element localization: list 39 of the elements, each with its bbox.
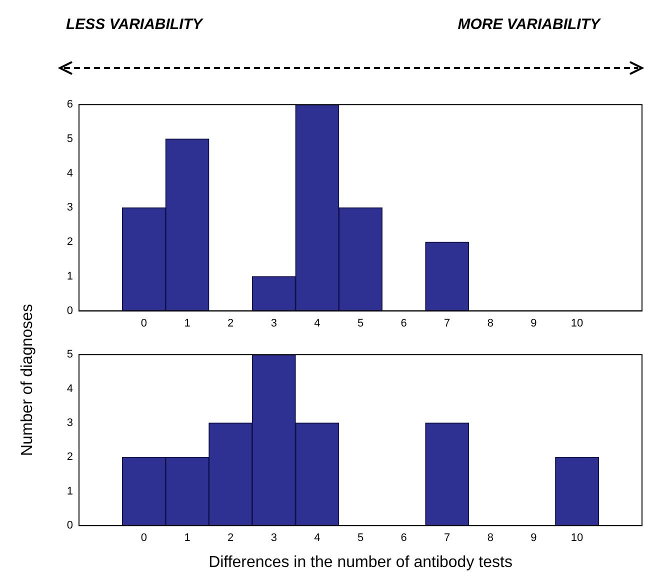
x-tick-label: 9 (530, 317, 537, 330)
x-tick-label: 10 (570, 532, 584, 544)
x-tick-label: 7 (444, 532, 450, 544)
x-tick-label: 4 (314, 532, 320, 544)
y-tick-label: 2 (66, 451, 73, 464)
y-tick-label: 5 (66, 133, 73, 145)
x-tick-label: 3 (270, 317, 277, 330)
x-tick-label: 9 (530, 532, 537, 544)
y-tick-label: 1 (66, 485, 73, 498)
x-tick-label: 2 (228, 317, 234, 330)
x-tick-label: 8 (487, 317, 494, 330)
x-tick-label: 3 (270, 532, 277, 544)
x-tick-label: 8 (487, 532, 494, 544)
x-tick-label: 6 (400, 317, 407, 330)
y-tick-label: 0 (66, 304, 73, 317)
y-tick-label: 2 (66, 236, 73, 248)
x-tick-label: 10 (570, 317, 584, 330)
x-tick-label: 4 (314, 317, 320, 330)
x-axis-title: Differences in the number of antibody tests (208, 554, 512, 571)
x-tick-label: 5 (357, 532, 364, 544)
text: LESS VARIABILITY (66, 16, 202, 33)
y-tick-label: 4 (66, 167, 73, 180)
y-axis-title: Number of diagnoses (19, 304, 37, 456)
y-tick-label: 4 (66, 382, 73, 395)
y-tick-label: 1 (66, 270, 73, 282)
x-tick-label: 0 (140, 317, 148, 330)
x-tick-label: 2 (228, 532, 234, 544)
y-tick-label: 6 (66, 98, 73, 111)
y-tick-label: 5 (66, 348, 73, 361)
x-tick-label: 1 (184, 317, 190, 330)
y-tick-label: 3 (66, 202, 73, 214)
x-tick-label: 1 (184, 532, 190, 544)
x-tick-label: 0 (140, 532, 148, 544)
x-tick-label: 7 (444, 317, 450, 330)
y-tick-label: 0 (66, 520, 73, 532)
x-tick-label: 5 (357, 317, 364, 330)
y-tick-label: 3 (66, 417, 73, 430)
x-tick-label: 6 (400, 532, 407, 544)
text: MORE VARIABILITY (458, 16, 600, 33)
